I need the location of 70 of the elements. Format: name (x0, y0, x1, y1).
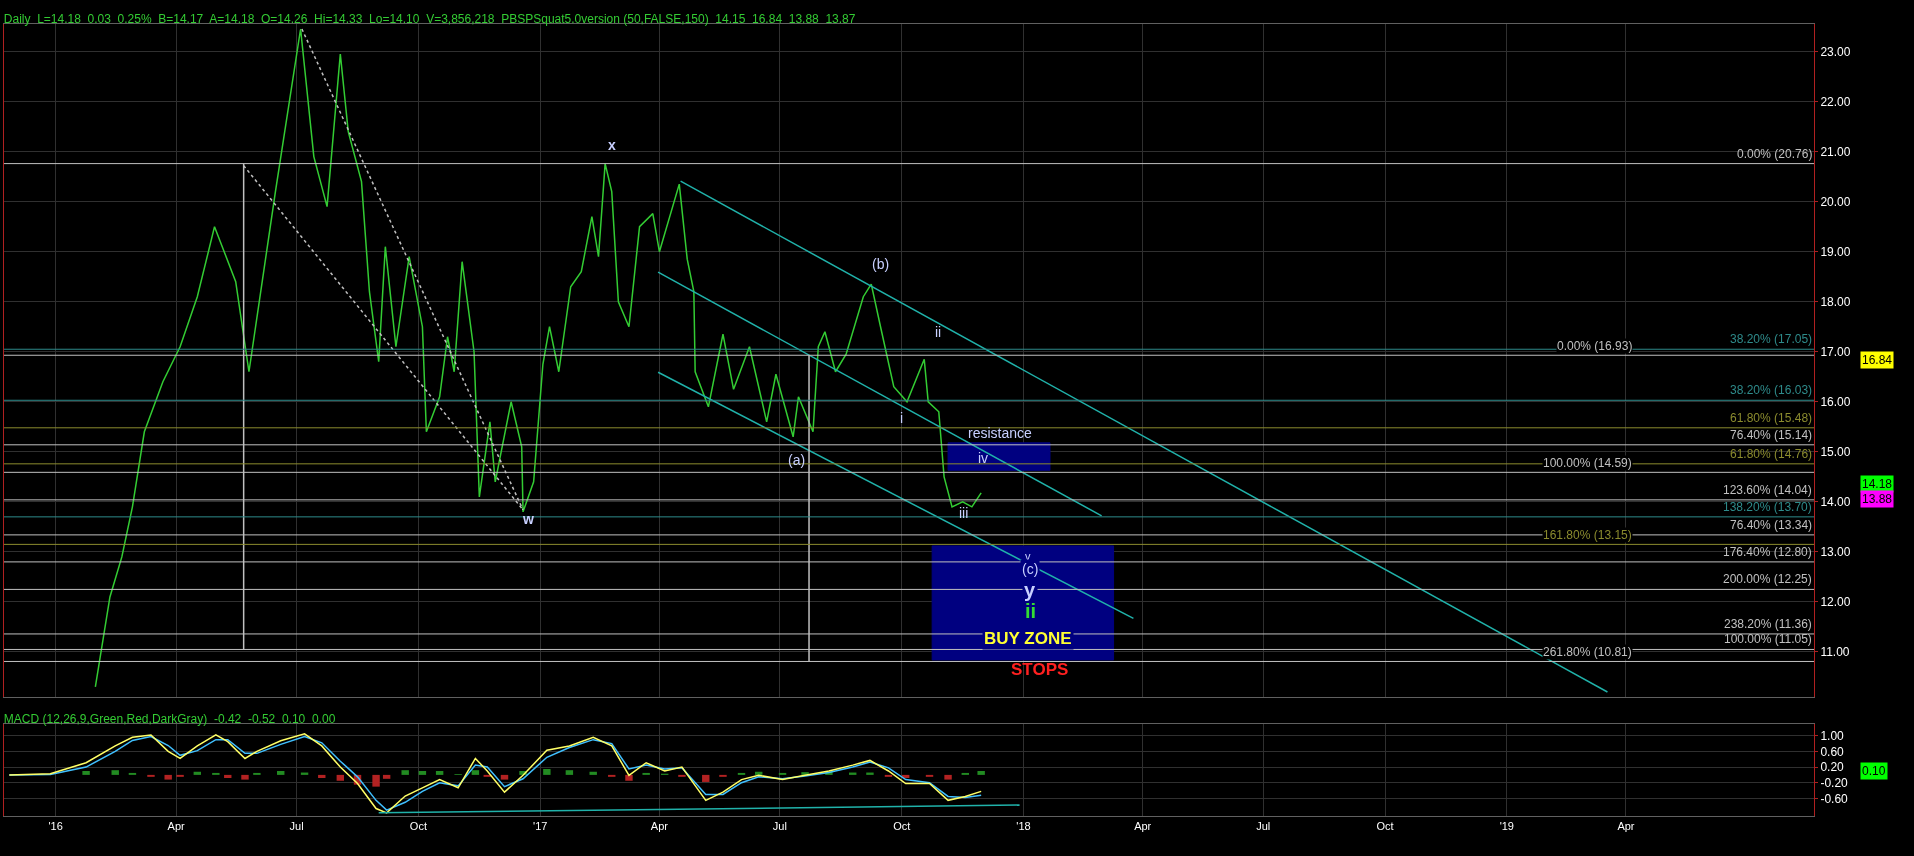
x-tick-label: Jul (1256, 820, 1271, 833)
x-tick-label: Jul (289, 820, 304, 833)
y-tick-label: 22.00 (1820, 94, 1851, 109)
ref-line-label: 100.00% (11.05) (1724, 632, 1812, 646)
annotation: ii (1025, 600, 1037, 622)
ref-line-label: 0.00% (20.76) (1737, 147, 1813, 161)
x-tick-label: Jul (772, 820, 787, 833)
ref-line-label: 161.80% (13.15) (1543, 528, 1632, 542)
ref-line-label: 138.20% (13.70) (1723, 500, 1812, 514)
annotation: iii (959, 505, 969, 521)
ref-line-label: 238.20% (11.36) (1724, 617, 1812, 631)
annotation: x (608, 137, 616, 153)
x-tick-label: Oct (1376, 820, 1394, 833)
text: 13.88 (1862, 492, 1893, 506)
annotation: ii (935, 324, 942, 340)
y-tick-label: 1.00 (1820, 728, 1845, 743)
ref-line-label: 100.00% (14.59) (1543, 456, 1632, 470)
x-tick-label: '18 (1016, 820, 1031, 833)
ref-line-label: 261.80% (10.81) (1543, 645, 1632, 659)
x-tick-label: Apr (167, 820, 186, 833)
ref-line-label: 0.00% (16.93) (1557, 339, 1633, 353)
annotation: w (522, 511, 534, 527)
y-tick-label: 13.00 (1820, 545, 1851, 560)
annotation: iv (978, 450, 989, 466)
y-tick-label: 20.00 (1820, 194, 1851, 209)
ref-line-label: 200.00% (12.25) (1723, 572, 1812, 586)
x-tick-label: Apr (1134, 820, 1152, 833)
y-tick-label: 21.00 (1820, 144, 1851, 159)
ref-line-label: 38.20% (17.05) (1730, 332, 1813, 346)
y-tick-label: 14.00 (1820, 495, 1851, 510)
y-tick-label: 15.00 (1820, 445, 1851, 460)
y-tick-label: 19.00 (1820, 244, 1851, 259)
y-tick-label: 16.00 (1820, 394, 1851, 409)
x-tick-label: '17 (533, 820, 548, 833)
chart-title: Daily L=14.18 0.03 0.25% B=14.17 A=14.18 O=14.26 Hi=14.33 Lo=14.10 V=3,856,218 PBSPSquat5.0version (50,FALSE,150) 14.15 16.84 13.88 13.87 (3, 11, 856, 26)
text: 14.18 (1862, 477, 1893, 491)
y-tick-label: 18.00 (1820, 294, 1851, 309)
x-tick-label: Apr (1617, 820, 1635, 833)
ref-line-label: 61.80% (15.48) (1730, 411, 1813, 425)
ref-line-label: 38.20% (16.03) (1730, 383, 1813, 397)
x-tick-label: Oct (409, 820, 427, 833)
annotation: BUY ZONE (984, 629, 1072, 648)
ref-line-label: 76.40% (13.34) (1730, 518, 1813, 532)
ref-line-label: 123.60% (14.04) (1723, 483, 1812, 497)
annotation: i (900, 410, 904, 426)
annotation: resistance (968, 425, 1033, 441)
y-tick-label: 23.00 (1820, 44, 1851, 59)
y-tick-label: -0.20 (1820, 775, 1849, 790)
annotation: v (1025, 550, 1031, 562)
y-tick-label: 0.60 (1820, 744, 1845, 759)
annotation: (c) (1022, 561, 1039, 577)
annotation: STOPS (1011, 660, 1069, 679)
x-tick-label: Oct (893, 820, 911, 833)
x-tick-label: '16 (48, 820, 63, 833)
x-tick-label: '19 (1499, 820, 1514, 833)
annotation: y (1024, 579, 1036, 601)
annotation: (a) (788, 452, 806, 468)
y-tick-label: 12.00 (1820, 595, 1851, 610)
chart-title: MACD (12,26,9,Green,Red,DarkGray) -0.42 -0.52 0.10 0.00 (3, 711, 336, 726)
y-tick-label: 0.20 (1820, 760, 1845, 775)
ref-line-label: 61.80% (14.76) (1730, 447, 1813, 461)
y-tick-label: 17.00 (1820, 344, 1851, 359)
ref-line-label: 76.40% (15.14) (1730, 428, 1813, 442)
y-tick-label: -0.60 (1820, 791, 1849, 806)
ref-line-label: 176.40% (12.80) (1723, 545, 1812, 559)
text: 0.10 (1862, 764, 1886, 778)
x-tick-label: Apr (650, 820, 669, 833)
y-tick-label: 11.00 (1820, 645, 1850, 660)
text: 16.84 (1862, 353, 1893, 367)
annotation: (b) (872, 256, 890, 272)
